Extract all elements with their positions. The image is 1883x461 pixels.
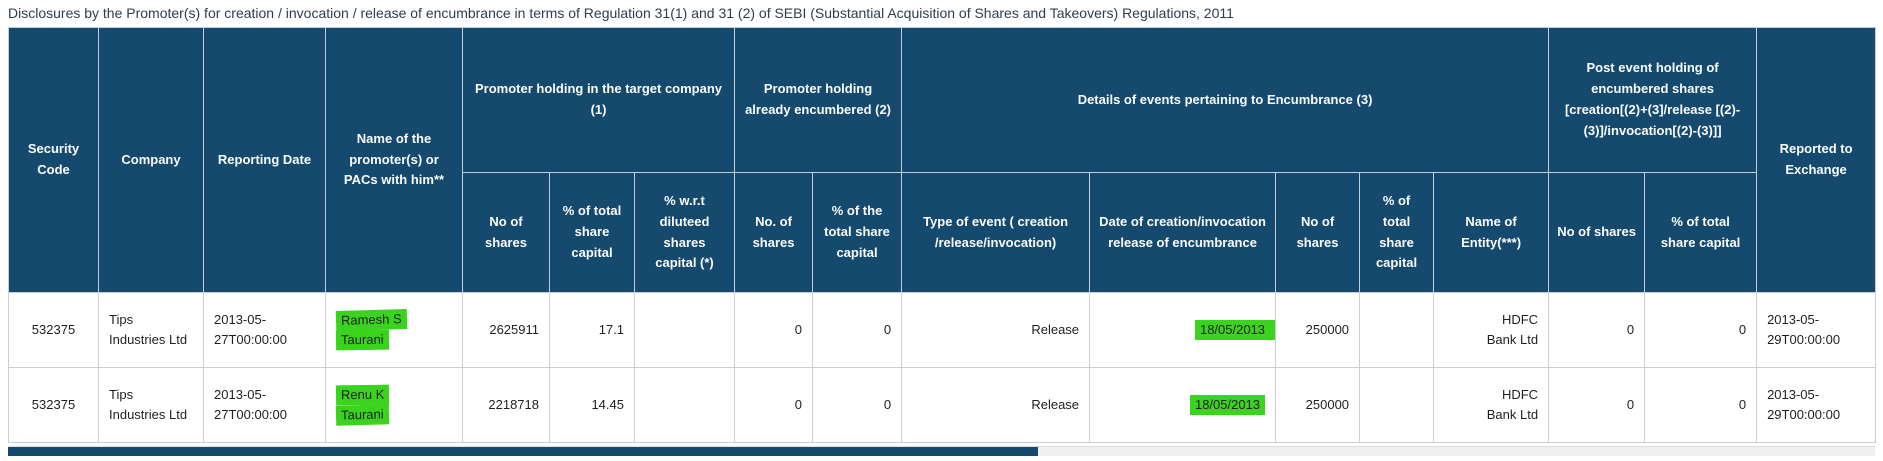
entity-name-line: Bank Ltd: [1486, 407, 1539, 422]
header-company: Company: [98, 27, 204, 293]
entity-name-line: Bank Ltd: [1486, 332, 1539, 347]
cell-encumbered-no-of-shares: 0: [734, 292, 814, 368]
header-event-details-group: Details of events pertaining to Encumbra…: [901, 27, 1550, 173]
cell-post-pct-total: 0: [1644, 292, 1758, 368]
cell-event-date: 18/05/2013: [1089, 367, 1277, 443]
horizontal-scrollbar-thumb[interactable]: [8, 447, 1038, 456]
subheader-entity-name: Name of Entity(***): [1433, 172, 1550, 293]
subheader-holding-no-of-shares: No of shares: [462, 172, 550, 293]
cell-event-pct-total: [1359, 367, 1435, 443]
cell-holding-pct-diluted: [633, 367, 736, 443]
disclosures-table: Security Code Company Reporting Date Nam…: [8, 27, 1877, 443]
highlight-promoter-name: Taurani: [335, 404, 389, 426]
header-post-event-group: Post event holding of encumbered shares …: [1548, 27, 1758, 173]
subheader-encumbered-pct-total: % of the total share capital: [812, 172, 903, 293]
cell-promoter-name: Renu K Taurani: [325, 367, 463, 443]
highlight-promoter-name: Renu K: [335, 384, 390, 406]
cell-holding-no-of-shares: 2625911: [462, 292, 550, 368]
page-title: Disclosures by the Promoter(s) for creat…: [8, 5, 1234, 21]
horizontal-scrollbar-track[interactable]: [8, 446, 1875, 456]
cell-event-pct-total: [1359, 292, 1435, 368]
cell-promoter-name: Ramesh S Taurani: [325, 292, 463, 368]
cell-reported-to-exchange: 2013-05-29T00:00:00: [1756, 367, 1877, 443]
subheader-holding-pct-total: % of total share capital: [549, 172, 635, 293]
subheader-post-pct-total: % of total share capital: [1644, 172, 1758, 293]
cell-holding-pct-total: 14.45: [549, 367, 635, 443]
highlight-promoter-name: Taurani: [335, 329, 389, 351]
subheader-event-pct-total: % of total share capital: [1359, 172, 1435, 293]
subheader-event-no-of-shares: No of shares: [1275, 172, 1361, 293]
cell-security-code: 532375: [8, 367, 99, 443]
cell-post-no-of-shares: 0: [1548, 292, 1646, 368]
highlight-promoter-name: Ramesh S: [335, 308, 407, 331]
highlight-event-date: 18/05/2013: [1194, 319, 1275, 341]
table-row: 532375 Tips Industries Ltd 2013-05-27T00…: [8, 292, 1877, 368]
cell-event-date: 18/05/2013: [1089, 292, 1277, 368]
header-promoter-holding-group: Promoter holding in the target company (…: [461, 27, 736, 173]
cell-holding-no-of-shares: 2218718: [462, 367, 550, 443]
cell-company: Tips Industries Ltd: [98, 367, 204, 443]
subheader-holding-pct-diluted: % w.r.t diluteed shares capital (*): [633, 172, 736, 293]
cell-reporting-date: 2013-05-27T00:00:00: [203, 292, 326, 368]
highlight-event-date: 18/05/2013: [1189, 394, 1266, 416]
cell-post-pct-total: 0: [1644, 367, 1758, 443]
cell-holding-pct-total: 17.1: [549, 292, 635, 368]
cell-security-code: 532375: [8, 292, 99, 368]
cell-post-no-of-shares: 0: [1548, 367, 1646, 443]
header-security-code: Security Code: [8, 27, 99, 293]
cell-encumbered-pct-total: 0: [812, 292, 903, 368]
cell-event-type: Release: [901, 367, 1091, 443]
header-reporting-date: Reporting Date: [203, 27, 326, 293]
subheader-post-no-of-shares: No of shares: [1548, 172, 1646, 293]
header-promoter-name: Name of the promoter(s) or PACs with him…: [325, 27, 463, 293]
cell-entity-name: HDFC Bank Ltd: [1433, 367, 1550, 443]
cell-event-no-of-shares: 250000: [1275, 292, 1361, 368]
cell-reporting-date: 2013-05-27T00:00:00: [203, 367, 326, 443]
cell-encumbered-no-of-shares: 0: [734, 367, 814, 443]
cell-event-type: Release: [901, 292, 1091, 368]
cell-company: Tips Industries Ltd: [98, 292, 204, 368]
entity-name-line: HDFC: [1501, 311, 1539, 327]
cell-entity-name: HDFC Bank Ltd: [1433, 292, 1550, 368]
cell-encumbered-pct-total: 0: [812, 367, 903, 443]
subheader-encumbered-no-of-shares: No. of shares: [734, 172, 814, 293]
subheader-event-type: Type of event ( creation /release/invoca…: [901, 172, 1091, 293]
header-group-row: Security Code Company Reporting Date Nam…: [8, 27, 1877, 293]
header-reported-to-exchange: Reported to Exchange: [1756, 27, 1877, 293]
header-already-encumbered-group: Promoter holding already encumbered (2): [734, 27, 903, 173]
table-row: 532375 Tips Industries Ltd 2013-05-27T00…: [8, 367, 1877, 443]
entity-name-line: HDFC: [1501, 386, 1539, 402]
cell-reported-to-exchange: 2013-05-29T00:00:00: [1756, 292, 1877, 368]
subheader-event-date: Date of creation/invocation release of e…: [1089, 172, 1277, 293]
cell-event-no-of-shares: 250000: [1275, 367, 1361, 443]
cell-holding-pct-diluted: [633, 292, 736, 368]
header-sub-row: No of shares % of total share capital % …: [9, 172, 1876, 293]
